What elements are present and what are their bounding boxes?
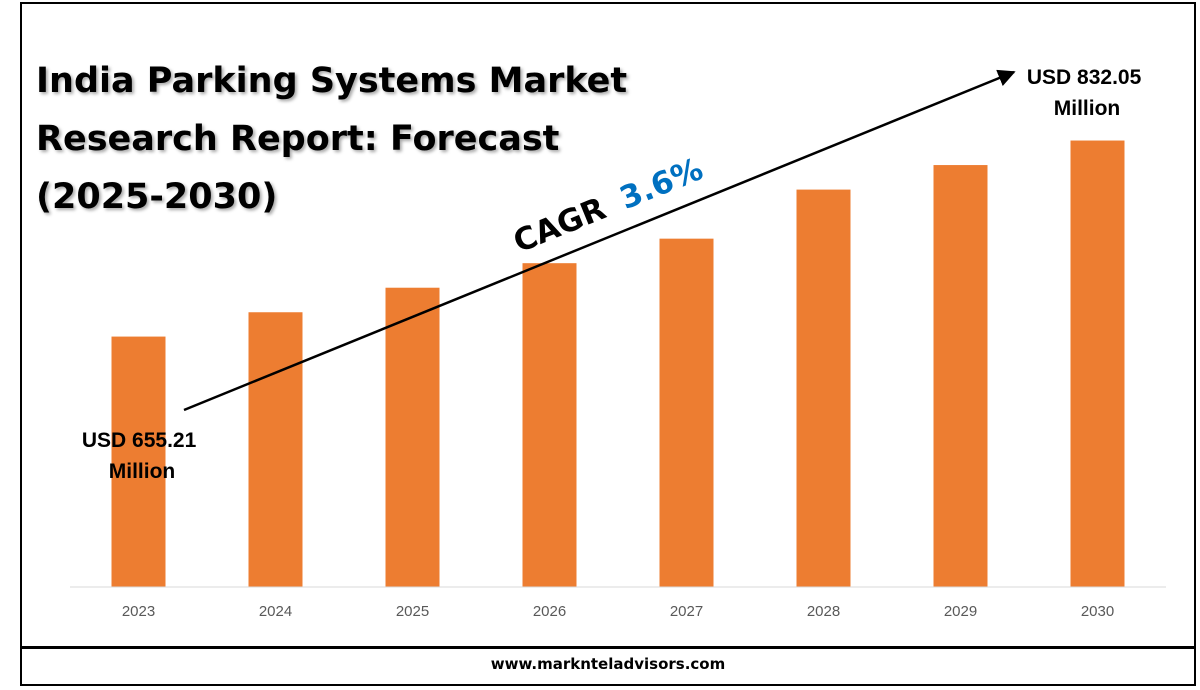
bar-2025 [385,287,440,587]
bars [111,140,1125,587]
cagr-label: CAGR [508,191,611,261]
footer-website[interactable]: www.marknteladvisors.com [490,655,726,673]
bar-2023 [111,336,166,587]
start-value-line-2: Million [109,460,176,483]
x-tick-2029: 2029 [944,603,977,620]
cagr-value: 3.6% [615,151,708,217]
title-line-2: Research Report: Forecast [36,119,560,159]
footer-divider [20,646,1196,649]
start-value-line-1: USD 655.21 [82,429,197,452]
bar-2029 [933,165,988,587]
title-line-1: India Parking Systems Market [36,61,628,101]
bar-2026 [522,263,577,587]
bar-2027 [659,238,714,587]
x-tick-2026: 2026 [533,603,566,620]
chart-frame [20,2,1196,686]
title-line-3: (2025-2030) [36,177,278,217]
bar-2024 [248,312,303,587]
bar-2030 [1070,140,1125,587]
x-tick-2023: 2023 [122,603,155,620]
x-tick-2024: 2024 [259,603,292,620]
x-tick-2027: 2027 [670,603,703,620]
start-value-label: USD 655.21 Million [82,429,202,483]
x-tick-2028: 2028 [807,603,840,620]
cagr-trend-arrow [183,69,1016,412]
x-tick-2030: 2030 [1081,603,1114,620]
bar-2028 [796,189,851,587]
chart-title: India Parking Systems Market Research Re… [36,52,676,226]
x-tick-labels: 2023 2024 2025 2026 2027 2028 2029 2030 [122,603,1114,620]
x-tick-2025: 2025 [396,603,429,620]
end-value-line-1: USD 832.05 [1027,66,1142,89]
end-value-line-2: Million [1054,97,1121,120]
end-value-label: USD 832.05 Million [1027,66,1147,120]
